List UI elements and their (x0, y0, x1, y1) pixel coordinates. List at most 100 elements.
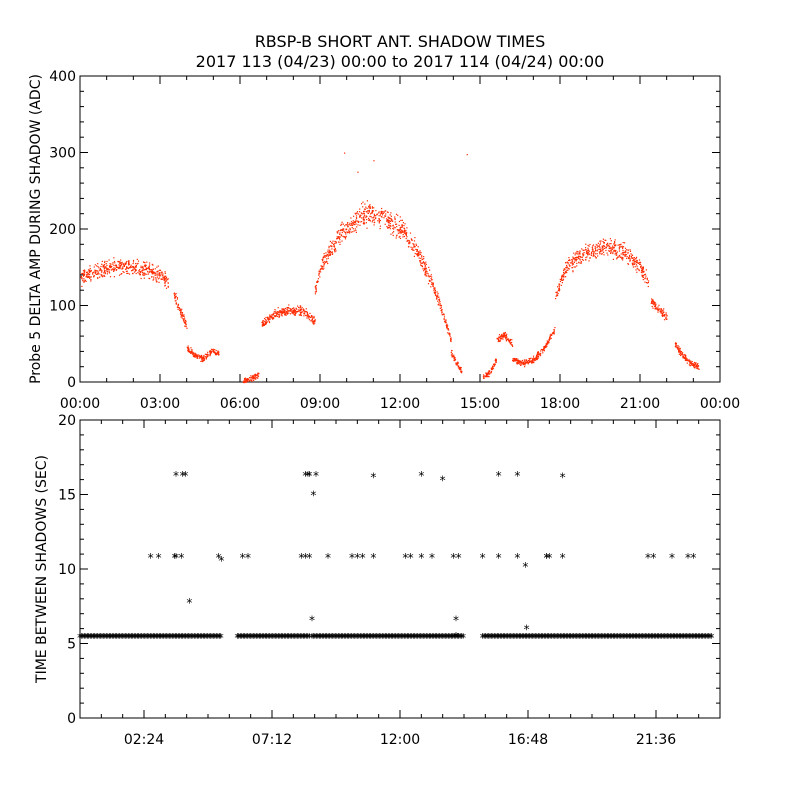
data-point (399, 216, 401, 218)
data-point (294, 312, 296, 314)
data-point (627, 252, 629, 254)
data-point (563, 274, 565, 276)
data-point (311, 319, 313, 321)
baseline-star: * (410, 631, 416, 645)
data-point (303, 313, 305, 315)
data-point (575, 260, 577, 262)
data-point (403, 231, 405, 233)
baseline-star: * (612, 631, 618, 645)
data-point (88, 275, 90, 277)
data-point (363, 215, 365, 217)
data-point (501, 337, 503, 339)
baseline-star: * (574, 631, 580, 645)
data-point (287, 309, 289, 311)
baseline-star: * (515, 631, 521, 645)
data-point (365, 206, 367, 208)
data-point (604, 247, 606, 249)
data-point (559, 280, 561, 283)
data-point (199, 356, 201, 358)
data-point (347, 231, 349, 234)
data-point (277, 312, 279, 314)
data-point (150, 271, 152, 273)
baseline-star: * (270, 631, 276, 645)
baseline-star: * (375, 631, 381, 645)
data-point (533, 357, 535, 359)
data-point (282, 311, 284, 313)
data-point (99, 276, 101, 278)
data-point (505, 336, 507, 338)
baseline-star: * (442, 631, 448, 645)
data-point (207, 354, 209, 356)
baseline-star: * (376, 631, 382, 645)
data-point (148, 266, 150, 268)
data-point (314, 291, 316, 293)
data-point (369, 213, 372, 215)
data-point (120, 259, 122, 261)
data-point (443, 316, 446, 318)
data-point (460, 367, 462, 369)
baseline-star: * (127, 631, 133, 645)
baseline-star: * (169, 631, 175, 645)
data-point (596, 246, 598, 248)
data-point (143, 272, 145, 274)
data-point (661, 309, 663, 311)
data-point (345, 232, 347, 234)
data-point (512, 359, 514, 362)
data-point (103, 272, 105, 274)
data-point (691, 364, 693, 366)
data-point (599, 253, 601, 255)
data-point (143, 269, 145, 271)
data-point (331, 245, 333, 247)
baseline-star: * (654, 631, 660, 645)
data-point (569, 259, 571, 262)
data-point (325, 254, 327, 256)
baseline-star: * (188, 631, 194, 645)
data-point (676, 347, 678, 349)
data-point (147, 267, 149, 269)
data-point (313, 315, 315, 318)
data-point (524, 361, 527, 363)
data-point (197, 355, 199, 357)
data-point (355, 231, 357, 233)
data-point (101, 270, 103, 272)
data-point (193, 354, 195, 356)
data-point (652, 307, 654, 309)
data-point (389, 217, 391, 219)
baseline-star: * (575, 631, 581, 645)
data-point (155, 272, 157, 274)
data-point (252, 378, 254, 380)
data-point (565, 267, 567, 269)
data-point (614, 241, 616, 243)
data-point (533, 361, 535, 364)
data-point (356, 213, 358, 215)
data-point (104, 264, 106, 266)
data-star: * (408, 551, 414, 565)
data-point (384, 210, 386, 212)
data-point (494, 361, 497, 363)
data-point (341, 229, 343, 231)
baseline-star: * (554, 631, 560, 645)
baseline-star: * (447, 631, 453, 645)
baseline-star: * (239, 631, 245, 645)
baseline-star: * (236, 631, 242, 645)
data-point (104, 275, 106, 277)
data-point (110, 269, 113, 271)
data-point (600, 248, 602, 250)
data-point (318, 273, 320, 275)
data-point (629, 249, 631, 251)
data-point (328, 250, 330, 252)
baseline-star: * (406, 631, 412, 645)
data-point (504, 332, 506, 334)
data-point (460, 370, 462, 372)
data-point (262, 320, 264, 322)
data-point (82, 280, 84, 282)
data-point (579, 250, 581, 252)
data-point (273, 311, 275, 313)
data-point (143, 277, 145, 279)
data-point (505, 338, 507, 340)
data-point (495, 358, 497, 360)
baseline-star: * (300, 631, 306, 645)
data-point (97, 273, 99, 275)
data-point (278, 311, 280, 314)
baseline-star: * (679, 631, 685, 645)
